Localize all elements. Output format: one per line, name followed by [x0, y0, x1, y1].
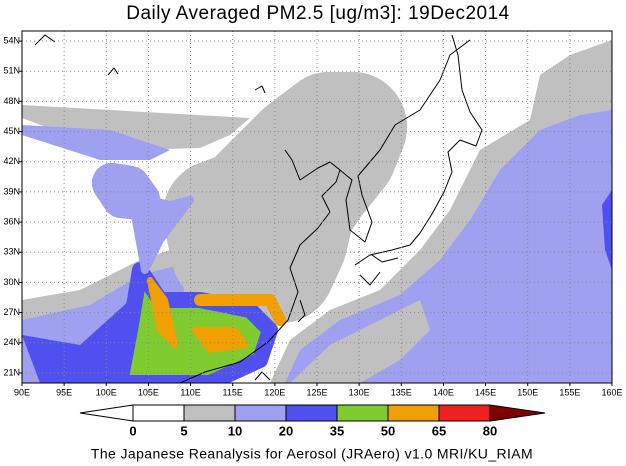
colorbar-label: 35	[330, 423, 344, 438]
pm25-field	[22, 34, 612, 383]
lon-tick-label: 155E	[559, 387, 580, 397]
colorbar-label: 5	[180, 423, 187, 438]
colorbar-box	[183, 404, 236, 422]
lat-tick-label: 24N	[3, 337, 20, 347]
lat-tick-label: 48N	[3, 96, 20, 106]
colorbar-label: 65	[432, 423, 446, 438]
lon-tick-label: 105E	[138, 387, 159, 397]
lon-tick-label: 140E	[433, 387, 454, 397]
footer: The Japanese Reanalysis for Aerosol (JRA…	[91, 446, 533, 462]
colorbar-label: 50	[381, 423, 395, 438]
lat-tick-label: 51N	[3, 66, 20, 76]
lat-tick-label: 27N	[3, 307, 20, 317]
map-frame	[21, 30, 613, 384]
colorbar-box	[285, 404, 338, 422]
colorbar-label: 20	[279, 423, 293, 438]
lat-tick-label: 33N	[3, 247, 20, 257]
lat-tick-label: 42N	[3, 156, 20, 166]
lon-tick-label: 135E	[391, 387, 412, 397]
colorbar-box	[234, 404, 287, 422]
colorbar-box	[132, 404, 185, 422]
lat-tick-label: 30N	[3, 277, 20, 287]
lon-tick-label: 125E	[306, 387, 327, 397]
colorbar-box	[387, 404, 440, 422]
lat-tick-label: 21N	[3, 367, 20, 377]
lon-tick-label: 110E	[180, 387, 200, 397]
lon-tick-label: 145E	[475, 387, 496, 397]
colorbar-arrow-high	[489, 404, 546, 422]
lon-tick-label: 90E	[14, 387, 30, 397]
colorbar-label: 80	[483, 423, 497, 438]
lat-tick-label: 39N	[3, 186, 20, 196]
lat-tick-label: 54N	[3, 35, 20, 45]
lon-tick-label: 95E	[56, 387, 72, 397]
colorbar-label: 10	[228, 423, 242, 438]
title: Daily Averaged PM2.5 [ug/m3]: 19Dec2014	[126, 3, 510, 24]
lon-tick-label: 100E	[96, 387, 117, 397]
colorbar-label: 0	[129, 423, 136, 438]
lon-tick-label: 160E	[601, 387, 622, 397]
lat-tick-label: 36N	[3, 216, 20, 226]
lon-tick-label: 150E	[517, 387, 538, 397]
lon-tick-label: 130E	[349, 387, 370, 397]
colorbar-arrow-low	[79, 404, 134, 422]
colorbar: 0 5 10 20 35 50 65 80	[79, 404, 546, 438]
lon-tick-label: 115E	[223, 387, 243, 397]
colorbar-box	[438, 404, 491, 422]
colorbar-box	[336, 404, 389, 422]
lon-tick-label: 120E	[264, 387, 285, 397]
lat-tick-label: 45N	[3, 126, 20, 136]
